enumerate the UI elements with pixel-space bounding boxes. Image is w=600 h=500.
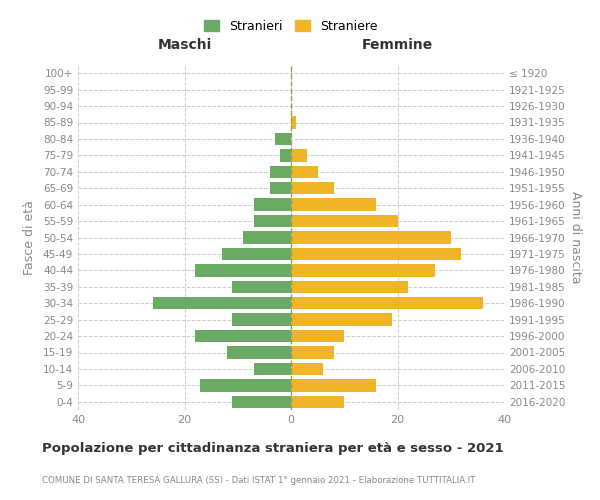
- Bar: [291, 198, 376, 211]
- Legend: Stranieri, Straniere: Stranieri, Straniere: [204, 20, 378, 32]
- Bar: [291, 297, 483, 310]
- Bar: [232, 314, 291, 326]
- Bar: [232, 396, 291, 408]
- Text: Popolazione per cittadinanza straniera per età e sesso - 2021: Popolazione per cittadinanza straniera p…: [42, 442, 503, 455]
- Bar: [270, 166, 291, 178]
- Bar: [243, 232, 291, 243]
- Bar: [200, 379, 291, 392]
- Bar: [291, 379, 376, 392]
- Bar: [280, 149, 291, 162]
- Bar: [291, 264, 435, 276]
- Bar: [291, 280, 408, 293]
- Bar: [152, 297, 291, 310]
- Bar: [291, 149, 307, 162]
- Bar: [291, 248, 461, 260]
- Y-axis label: Fasce di età: Fasce di età: [23, 200, 36, 275]
- Bar: [227, 346, 291, 358]
- Bar: [291, 330, 344, 342]
- Bar: [291, 166, 317, 178]
- Bar: [222, 248, 291, 260]
- Bar: [254, 215, 291, 227]
- Text: COMUNE DI SANTA TERESA GALLURA (SS) - Dati ISTAT 1° gennaio 2021 - Elaborazione : COMUNE DI SANTA TERESA GALLURA (SS) - Da…: [42, 476, 475, 485]
- Y-axis label: Anni di nascita: Anni di nascita: [569, 191, 582, 284]
- Bar: [291, 116, 296, 128]
- Bar: [291, 182, 334, 194]
- Bar: [195, 264, 291, 276]
- Bar: [270, 182, 291, 194]
- Bar: [291, 232, 451, 243]
- Text: Femmine: Femmine: [362, 38, 433, 52]
- Bar: [291, 215, 398, 227]
- Text: Maschi: Maschi: [157, 38, 212, 52]
- Bar: [291, 396, 344, 408]
- Bar: [291, 346, 334, 358]
- Bar: [275, 133, 291, 145]
- Bar: [254, 198, 291, 211]
- Bar: [195, 330, 291, 342]
- Bar: [291, 314, 392, 326]
- Bar: [291, 363, 323, 375]
- Bar: [254, 363, 291, 375]
- Bar: [232, 280, 291, 293]
